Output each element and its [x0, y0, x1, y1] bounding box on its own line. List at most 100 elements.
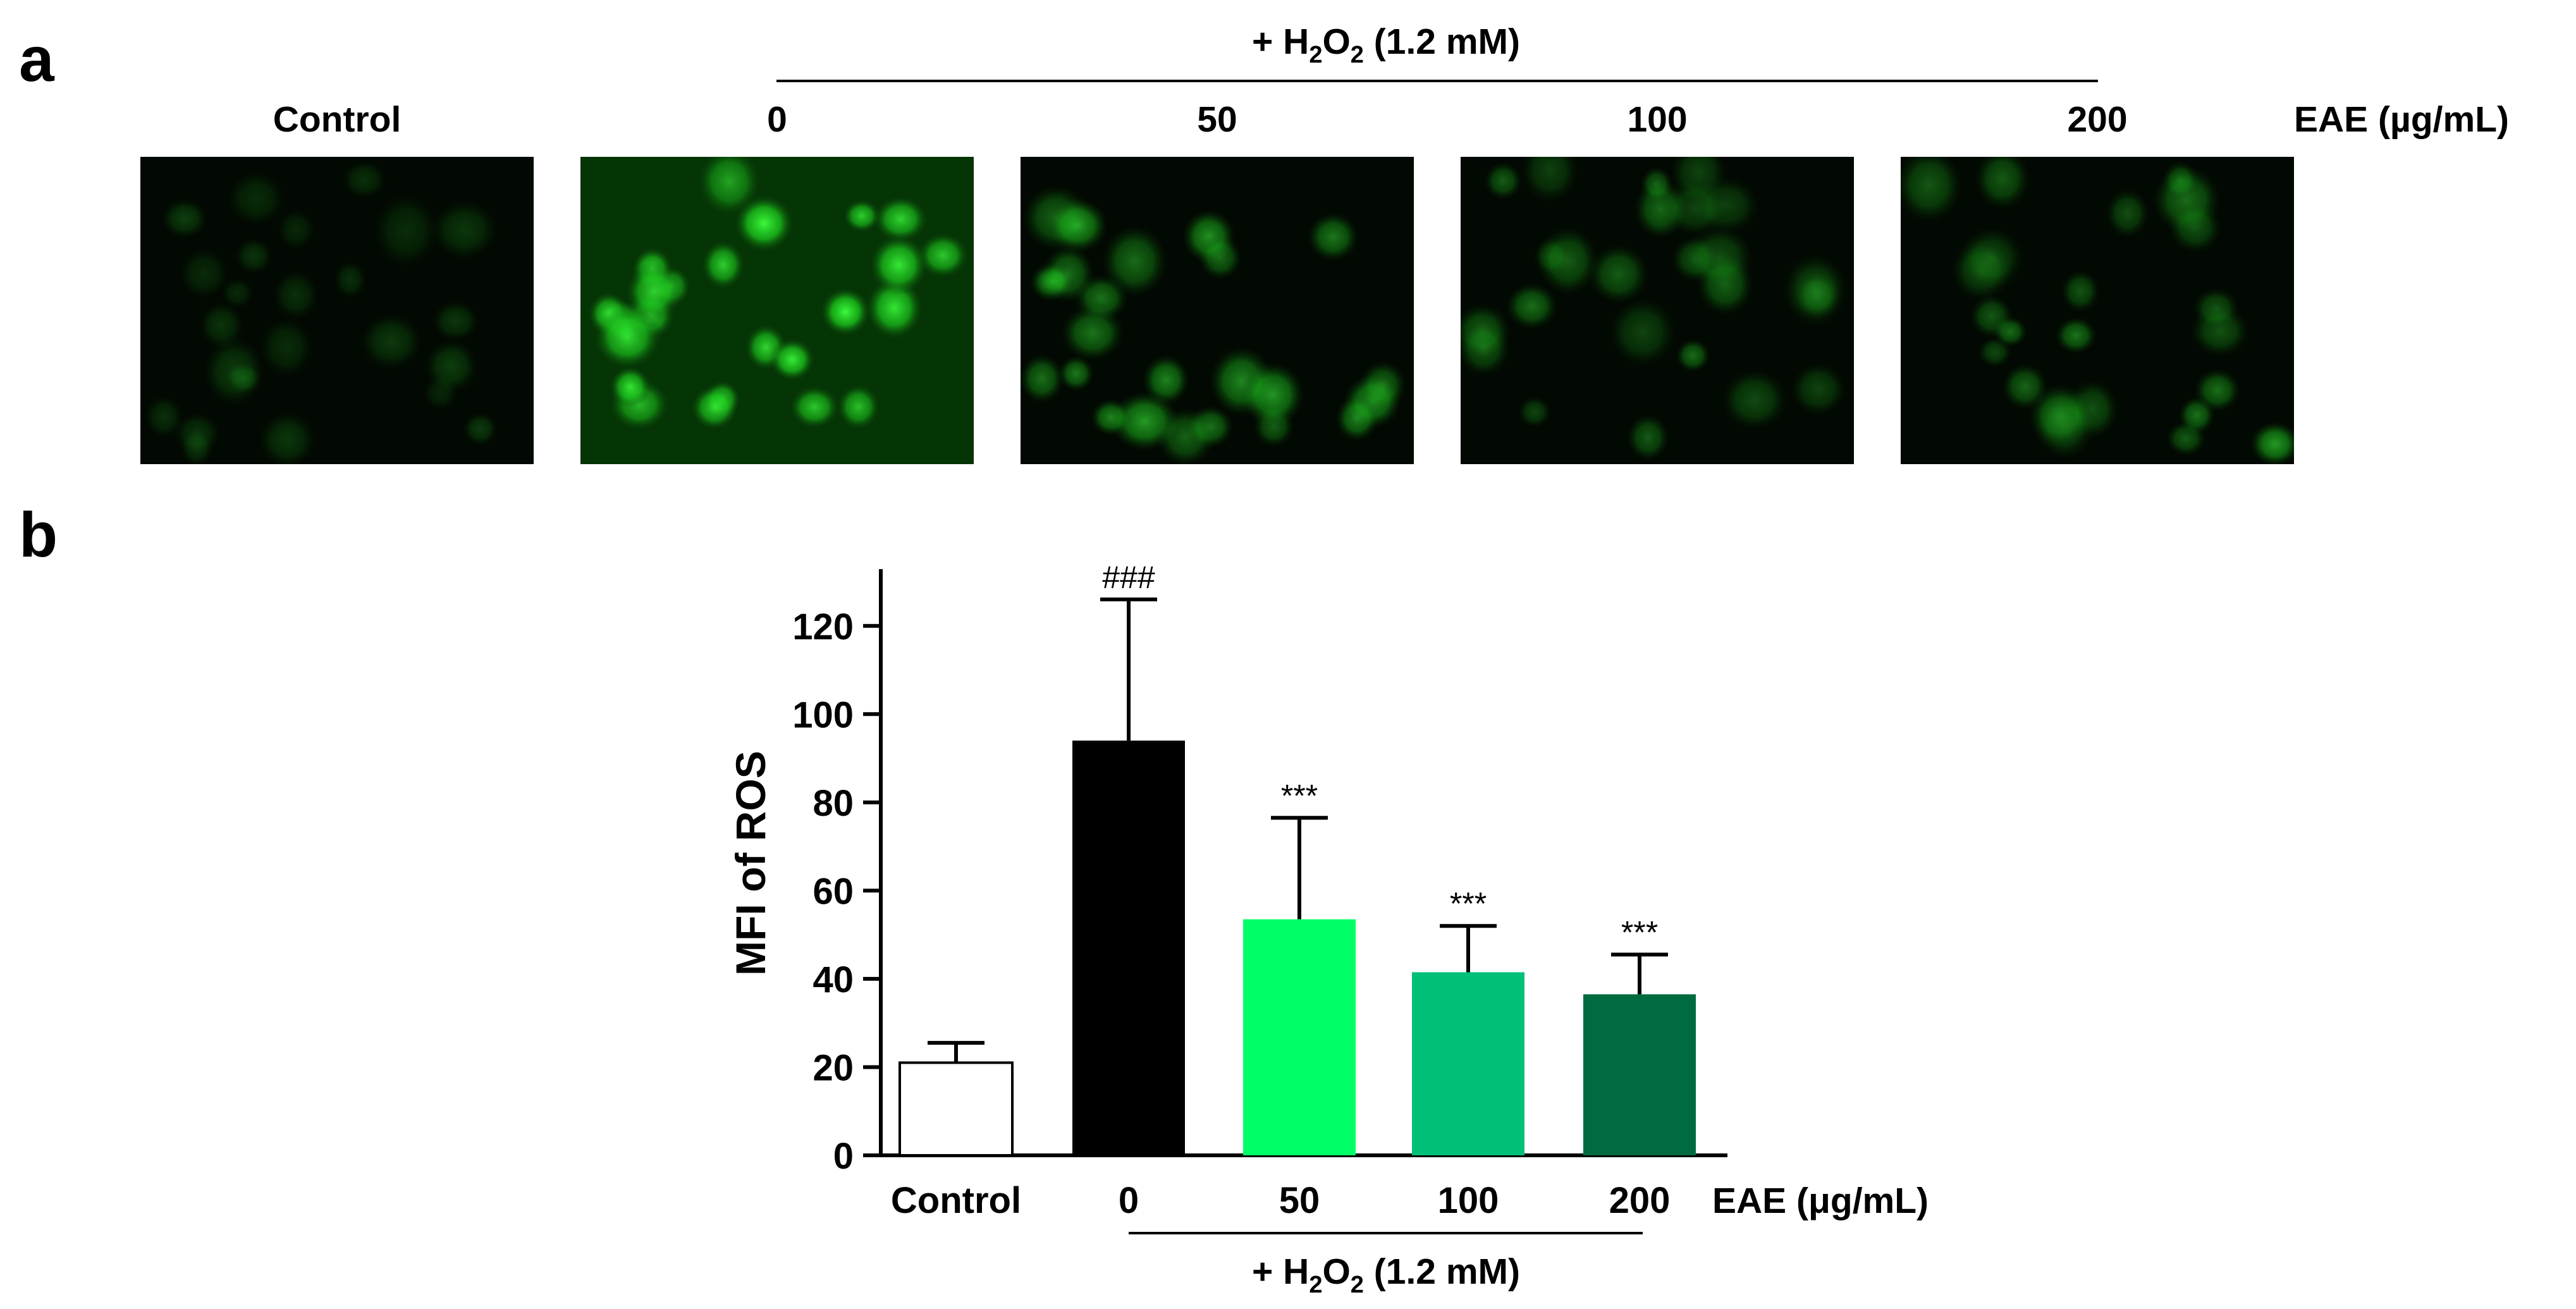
micrograph-label: 0: [767, 99, 787, 140]
significance-label: ***: [1621, 915, 1658, 950]
significance-label: ***: [1450, 886, 1487, 921]
cell-mark: [1536, 226, 1600, 296]
y-tick-label: 100: [792, 694, 854, 735]
y-axis-label: MFI of ROS: [727, 751, 774, 976]
micrograph-panel: 100: [1461, 99, 1854, 464]
cell-mark: [234, 237, 274, 275]
x-tick-label: Control: [891, 1180, 1021, 1221]
x-tick-label: 50: [1279, 1180, 1320, 1221]
cell-mark: [1021, 353, 1065, 404]
cell-mark: [341, 159, 388, 200]
cell-mark: [2192, 287, 2240, 329]
panel-a-letter: a: [19, 24, 55, 95]
cell-mark: [1518, 396, 1552, 428]
cell-mark: [1587, 243, 1650, 305]
cell-mark: [593, 305, 661, 369]
cell-mark: [1358, 360, 1407, 411]
cell-mark: [178, 247, 230, 301]
cell-mark: [2248, 421, 2294, 464]
dose-label-top: EAE (µg/mL): [2294, 99, 2509, 140]
bar: [899, 1061, 1014, 1157]
cell-mark: [2054, 316, 2097, 354]
cell-mark: [1662, 179, 1727, 238]
cell-mark: [869, 234, 928, 295]
cell-mark: [625, 262, 682, 321]
cell-mark: [429, 199, 500, 261]
cell-mark: [1461, 321, 1511, 377]
cell-mark: [609, 366, 651, 408]
micrograph-label: 100: [1627, 99, 1687, 140]
x-axis-dose-label: EAE (μg/mL): [1712, 1181, 1929, 1221]
cell-mark: [257, 410, 317, 464]
micrograph-panel: 200: [1901, 99, 2294, 464]
treatment-label-bottom: + H2O2 (1.2 mM): [1252, 1251, 1520, 1298]
cell-mark: [2001, 363, 2049, 410]
cell-mark: [1505, 282, 1559, 330]
cell-mark: [272, 269, 320, 321]
cell-mark: [2162, 160, 2199, 200]
micrograph-panel: 0: [580, 99, 974, 464]
cell-mark: [1241, 362, 1304, 428]
cell-mark: [2166, 421, 2207, 457]
cell-mark: [1483, 161, 1523, 200]
cell-mark: [333, 260, 367, 300]
y-tick-label: 0: [833, 1136, 854, 1177]
micrograph-label: 50: [1197, 99, 1237, 140]
cell-mark: [221, 277, 255, 309]
y-tick-label: 120: [792, 606, 854, 648]
cell-mark: [1608, 297, 1677, 368]
cell-mark: [2168, 202, 2223, 254]
cell-mark: [431, 300, 481, 343]
micrograph-panel: Control: [140, 99, 534, 464]
cell-mark: [1198, 235, 1242, 281]
cell-mark: [462, 412, 498, 446]
cell-mark: [144, 394, 184, 439]
cell-mark: [1101, 224, 1168, 298]
cell-mark: [1684, 225, 1755, 289]
cell-mark: [917, 232, 969, 278]
panel-b-letter: b: [19, 500, 58, 570]
cell-mark: [372, 192, 440, 269]
treatment-label-top: + H2O2 (1.2 mM): [1252, 22, 1520, 68]
cell-mark: [1640, 166, 1673, 202]
y-tick-label: 40: [813, 959, 854, 1000]
x-tick-label: 0: [1119, 1180, 1139, 1221]
micrograph-label: Control: [273, 99, 402, 140]
cell-mark: [1156, 407, 1215, 464]
cell-mark: [873, 195, 928, 243]
cell-mark: [1720, 369, 1789, 431]
cell-mark: [1307, 212, 1359, 262]
cell-mark: [225, 362, 262, 395]
cell-mark: [1789, 362, 1847, 417]
cell-mark: [1041, 244, 1095, 304]
cell-mark: [422, 375, 459, 412]
bar: [1583, 994, 1696, 1155]
bar: [1072, 741, 1185, 1155]
cell-mark: [1520, 157, 1579, 204]
cell-mark: [180, 428, 214, 464]
cell-mark: [1958, 226, 2025, 291]
cell-mark: [161, 197, 209, 240]
y-tick-label: 60: [813, 871, 854, 912]
cell-mark: [820, 287, 871, 336]
x-tick-label: 200: [1609, 1180, 1671, 1221]
cell-mark: [1626, 414, 1670, 462]
cell-mark: [276, 209, 317, 251]
cell-mark: [226, 170, 286, 228]
cell-mark: [1047, 197, 1108, 254]
cell-mark: [690, 384, 739, 431]
micrograph-label: 200: [2067, 99, 2127, 140]
significance-label: ###: [1102, 560, 1155, 595]
cell-mark: [1335, 395, 1379, 442]
cell-mark: [1090, 398, 1131, 436]
cell-mark: [733, 194, 794, 252]
bar: [1412, 972, 1524, 1155]
y-tick-label: 20: [813, 1047, 854, 1088]
cell-mark: [843, 199, 881, 233]
y-tick-label: 80: [813, 783, 854, 824]
cell-mark: [2060, 269, 2101, 313]
x-tick-label: 100: [1438, 1180, 1499, 1221]
micrograph-panel: 50: [1021, 99, 1414, 464]
cell-mark: [789, 385, 840, 429]
